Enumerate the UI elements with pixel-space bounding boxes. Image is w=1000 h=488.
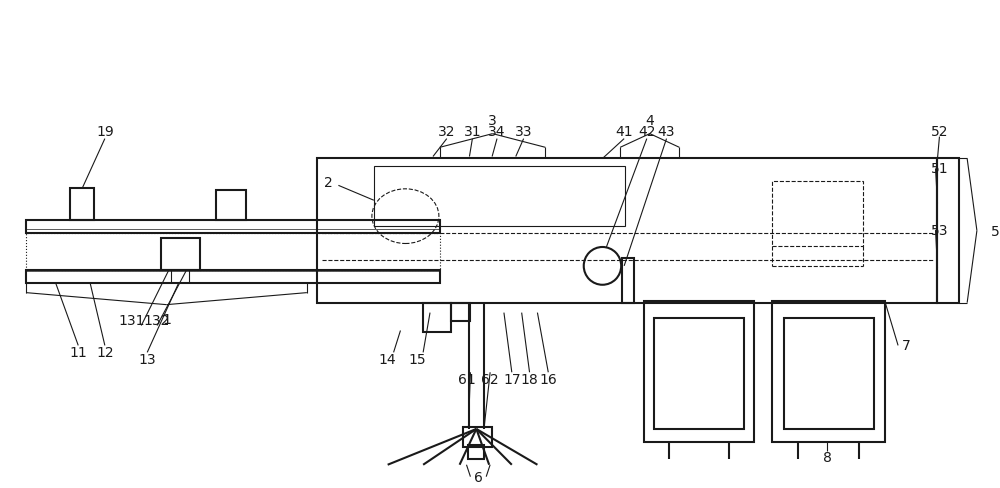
Bar bbox=[161, 239, 200, 270]
Text: 62: 62 bbox=[481, 372, 499, 386]
Bar bbox=[772, 182, 863, 246]
Bar bbox=[70, 189, 94, 221]
Bar bbox=[216, 191, 246, 221]
Text: 19: 19 bbox=[96, 124, 114, 139]
Bar bbox=[644, 301, 754, 442]
Bar bbox=[468, 445, 484, 459]
Text: 15: 15 bbox=[408, 353, 426, 366]
Text: 11: 11 bbox=[69, 346, 87, 360]
Bar bbox=[26, 270, 440, 283]
Text: 41: 41 bbox=[615, 124, 633, 139]
Text: 7: 7 bbox=[902, 339, 910, 353]
Bar bbox=[463, 427, 492, 447]
Text: 2: 2 bbox=[324, 176, 333, 190]
Text: 42: 42 bbox=[638, 124, 656, 139]
Text: 131: 131 bbox=[118, 313, 145, 327]
Text: 32: 32 bbox=[438, 124, 456, 139]
Text: 5: 5 bbox=[991, 224, 999, 238]
Text: 13: 13 bbox=[138, 353, 156, 366]
Text: 43: 43 bbox=[658, 124, 675, 139]
Bar bbox=[26, 221, 440, 234]
Text: 33: 33 bbox=[515, 124, 532, 139]
Text: 14: 14 bbox=[379, 353, 396, 366]
Text: 1: 1 bbox=[162, 312, 171, 326]
Text: 31: 31 bbox=[464, 124, 481, 139]
Bar bbox=[937, 159, 959, 303]
Text: 17: 17 bbox=[503, 372, 521, 386]
Text: 61: 61 bbox=[458, 372, 475, 386]
Bar bbox=[451, 303, 470, 321]
Text: 52: 52 bbox=[931, 124, 948, 139]
Bar bbox=[374, 167, 625, 226]
Text: 8: 8 bbox=[823, 450, 832, 464]
Text: 12: 12 bbox=[96, 346, 114, 360]
Bar bbox=[772, 301, 885, 442]
Text: 51: 51 bbox=[931, 162, 948, 176]
Text: 16: 16 bbox=[539, 372, 557, 386]
Text: 4: 4 bbox=[645, 114, 654, 127]
Bar bbox=[784, 318, 874, 429]
Text: 132: 132 bbox=[144, 313, 170, 327]
Bar bbox=[654, 318, 744, 429]
Text: 18: 18 bbox=[521, 372, 538, 386]
Bar bbox=[622, 258, 634, 303]
Text: 3: 3 bbox=[488, 114, 497, 127]
Text: 34: 34 bbox=[488, 124, 506, 139]
Bar bbox=[26, 234, 440, 270]
Text: 6: 6 bbox=[474, 470, 483, 484]
Text: 53: 53 bbox=[931, 224, 948, 238]
Bar bbox=[423, 303, 451, 333]
Bar bbox=[317, 159, 937, 303]
